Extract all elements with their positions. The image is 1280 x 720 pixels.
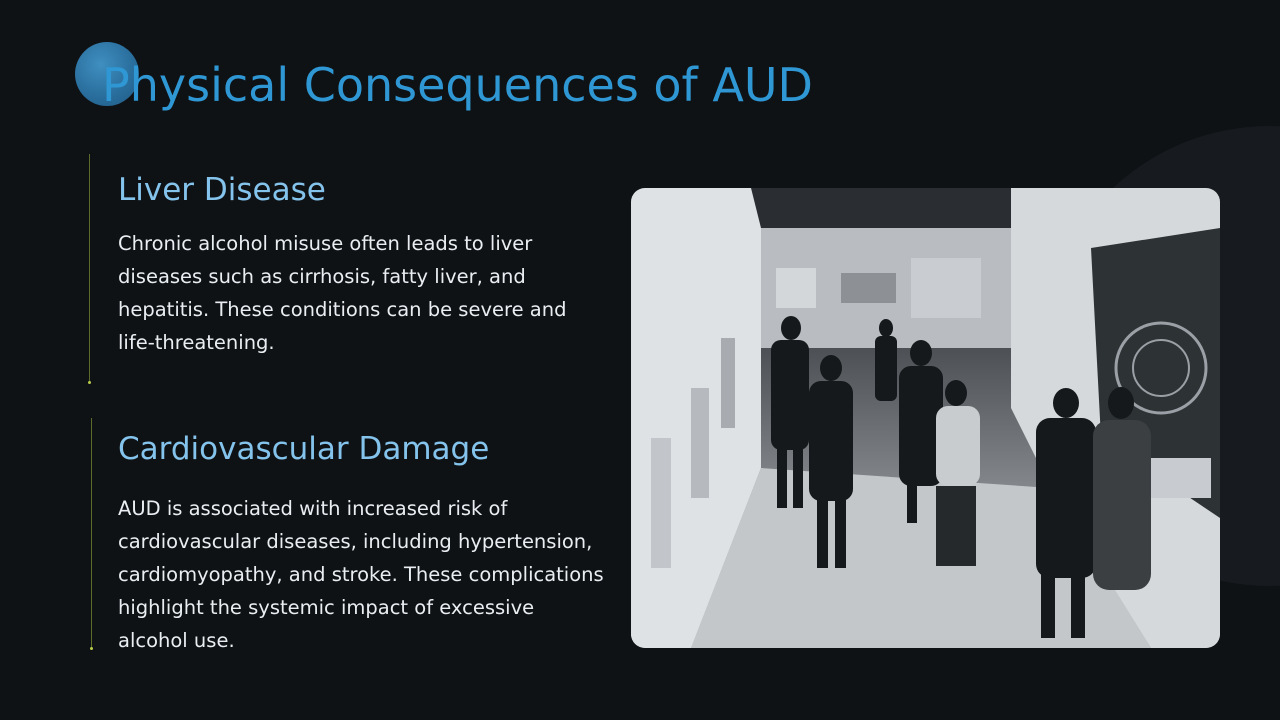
section-heading-liver-disease: Liver Disease [118, 172, 326, 208]
title-circle-decoration [75, 42, 139, 106]
gallery-illustration [631, 188, 1220, 648]
museum-gallery-photo [631, 188, 1220, 648]
accent-dot [88, 381, 91, 384]
section-body-cardiovascular-damage: AUD is associated with increased risk of… [118, 497, 604, 652]
section-accent-line-cardio [90, 418, 93, 650]
slide-title: Physical Consequences of AUD [102, 58, 813, 112]
accent-dot [90, 647, 93, 650]
section-accent-line-liver [88, 154, 91, 384]
section-heading-cardiovascular-damage: Cardiovascular Damage [118, 431, 490, 467]
section-body-liver-disease: Chronic alcohol misuse often leads to li… [118, 232, 567, 354]
